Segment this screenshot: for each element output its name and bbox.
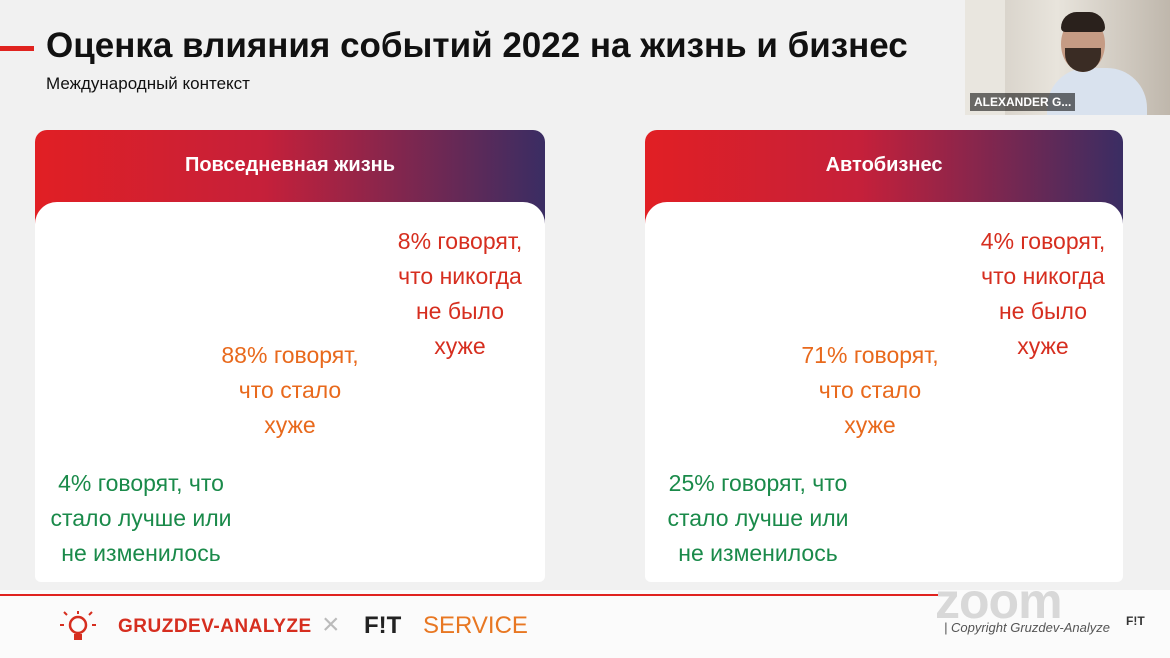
fit-small-logo: F!T	[1126, 614, 1145, 628]
brand-gruzdev-analyze: GRUZDEV-ANALYZE	[118, 616, 312, 637]
stat-line: что никогда	[398, 263, 522, 289]
stat-line: стало лучше или	[667, 505, 849, 531]
brand-service: SERVICE	[423, 612, 528, 639]
slide-subtitle: Международный контекст	[46, 74, 250, 93]
stat-line: хуже	[844, 412, 896, 438]
card-heading: Повседневная жизнь	[184, 154, 396, 176]
copyright-text: | Copyright Gruzdev-Analyze	[944, 620, 1110, 635]
title-accent-bar	[0, 46, 34, 51]
stat-better: 4% говорят, что стало лучше или не измен…	[35, 466, 247, 571]
lightbulb-icon	[60, 611, 96, 640]
brand-separator: ×	[322, 608, 340, 641]
brand-fit: F!T	[364, 612, 402, 639]
stat-never-worse: 8% говорят, что никогда не было хуже	[375, 224, 545, 364]
slide-title: Оценка влияния событий 2022 на жизнь и б…	[46, 26, 908, 65]
participant-hair	[1061, 12, 1105, 32]
footer	[0, 590, 1170, 658]
stat-worse: 88% говорят, что стало хуже	[195, 338, 385, 443]
stat-line: хуже	[264, 412, 316, 438]
card-heading: Автобизнес	[825, 154, 943, 176]
stat-line: не было	[998, 298, 1088, 324]
stat-line: что стало	[818, 377, 922, 403]
stat-line: что стало	[238, 377, 342, 403]
stat-line: 25% говорят, что	[668, 470, 848, 496]
stat-line: хуже	[1017, 333, 1069, 359]
card-auto-business: Автобизнес 4% говорят, что никогда не бы…	[645, 130, 1123, 582]
stat-line: 88% говорят,	[221, 342, 359, 368]
stat-better: 25% говорят, что стало лучше или не изме…	[645, 466, 871, 571]
stat-line: 4% говорят, что	[58, 470, 224, 496]
card-body: 8% говорят, что никогда не было хуже 88%…	[35, 202, 545, 582]
stat-line: 71% говорят,	[801, 342, 939, 368]
stat-line: 4% говорят,	[980, 228, 1106, 254]
stat-line: стало лучше или	[50, 505, 232, 531]
stat-line: что никогда	[981, 263, 1105, 289]
footer-divider	[0, 594, 940, 596]
stat-never-worse: 4% говорят, что никогда не было хуже	[963, 224, 1123, 364]
card-body: 4% говорят, что никогда не было хуже 71%…	[645, 202, 1123, 582]
stat-line: не изменилось	[678, 540, 838, 566]
stat-line: не было	[415, 298, 505, 324]
card-daily-life: Повседневная жизнь 8% говорят, что никог…	[35, 130, 545, 582]
stat-worse: 71% говорят, что стало хуже	[775, 338, 965, 443]
participant-name-label: ALEXANDER G...	[970, 93, 1076, 111]
stat-line: хуже	[434, 333, 486, 359]
stat-line: 8% говорят,	[397, 228, 523, 254]
stat-line: не изменилось	[61, 540, 221, 566]
zoom-watermark: zoom	[935, 573, 1063, 629]
